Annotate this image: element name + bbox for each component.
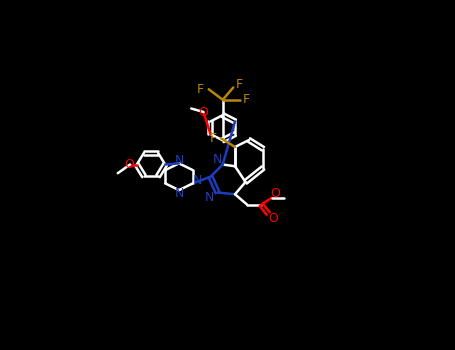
Text: F: F — [197, 83, 204, 96]
Text: O: O — [268, 212, 278, 225]
Text: O: O — [198, 105, 208, 119]
Text: N: N — [205, 191, 214, 204]
Text: F: F — [209, 132, 217, 145]
Text: O: O — [270, 187, 280, 200]
Text: F: F — [243, 93, 250, 106]
Text: N: N — [174, 154, 184, 167]
Text: F: F — [236, 78, 243, 91]
Text: O: O — [124, 158, 134, 171]
Text: N: N — [193, 174, 202, 187]
Text: N: N — [213, 153, 222, 166]
Text: N: N — [174, 187, 184, 199]
